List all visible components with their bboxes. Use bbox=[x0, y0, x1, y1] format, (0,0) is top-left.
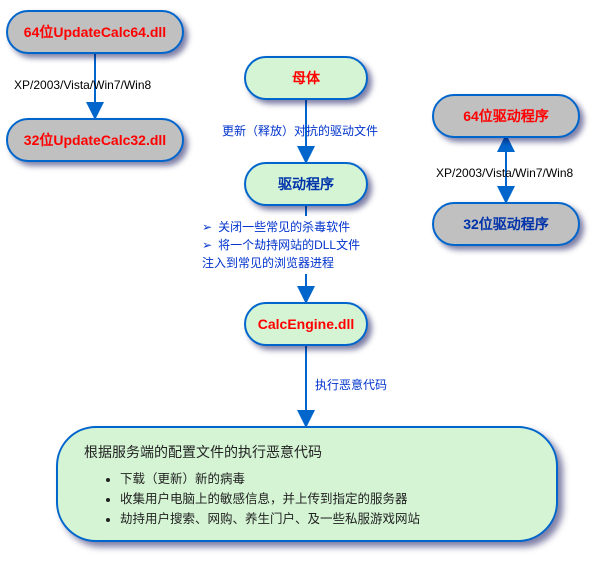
edge-label-update-driver: 更新（释放）对抗的驱动文件 bbox=[222, 122, 378, 139]
node-label: 64位驱动程序 bbox=[463, 107, 549, 125]
node-label: 母体 bbox=[292, 69, 320, 87]
node-updatecalc32: 32位UpdateCalc32.dll bbox=[6, 118, 184, 162]
node-label: 64位UpdateCalc64.dll bbox=[24, 23, 166, 41]
node-updatecalc64: 64位UpdateCalc64.dll bbox=[6, 10, 184, 54]
edge-label-xp-left: XP/2003/Vista/Win7/Win8 bbox=[14, 78, 151, 92]
node-mother: 母体 bbox=[244, 56, 368, 100]
list-item: 收集用户电脑上的敏感信息，并上传到指定的服务器 bbox=[120, 488, 530, 507]
bullet-icon: ➢ bbox=[202, 238, 212, 252]
note-line: 将一个劫持网站的DLL文件 bbox=[218, 238, 360, 252]
note-line: 注入到常见的浏览器进程 bbox=[202, 254, 388, 272]
driver-note: ➢ 关闭一些常见的杀毒软件 ➢ 将一个劫持网站的DLL文件 注入到常见的浏览器进程 bbox=[198, 216, 392, 274]
node-label: 32位UpdateCalc32.dll bbox=[24, 131, 166, 149]
node-driver64: 64位驱动程序 bbox=[432, 94, 580, 138]
big-node-title: 根据服务端的配置文件的执行恶意代码 bbox=[84, 442, 530, 462]
list-item: 下载（更新）新的病毒 bbox=[120, 468, 530, 487]
node-calcengine: CalcEngine.dll bbox=[244, 302, 368, 346]
node-server-config: 根据服务端的配置文件的执行恶意代码 下载（更新）新的病毒 收集用户电脑上的敏感信… bbox=[56, 426, 558, 542]
bullet-icon: ➢ bbox=[202, 220, 212, 234]
big-node-list: 下载（更新）新的病毒 收集用户电脑上的敏感信息，并上传到指定的服务器 劫持用户搜… bbox=[84, 468, 530, 527]
node-driver: 驱动程序 bbox=[244, 162, 368, 206]
node-label: 驱动程序 bbox=[278, 175, 334, 193]
list-item: 劫持用户搜索、网购、养生门户、及一些私服游戏网站 bbox=[120, 508, 530, 527]
edge-label-xp-right: XP/2003/Vista/Win7/Win8 bbox=[436, 166, 573, 180]
edge-label-exec-malicious: 执行恶意代码 bbox=[315, 376, 387, 393]
node-driver32: 32位驱动程序 bbox=[432, 202, 580, 246]
node-label: 32位驱动程序 bbox=[463, 215, 549, 233]
note-line: 关闭一些常见的杀毒软件 bbox=[218, 220, 350, 234]
node-label: CalcEngine.dll bbox=[258, 315, 354, 333]
